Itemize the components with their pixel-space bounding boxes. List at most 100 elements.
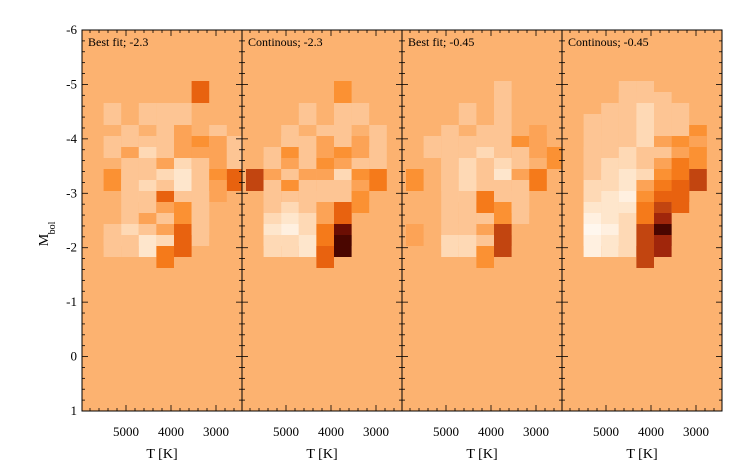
- heatmap-cell: [369, 125, 387, 147]
- heatmap-cell: [156, 136, 174, 158]
- y-tick-label: -4: [66, 131, 77, 146]
- heatmap-cell: [351, 103, 370, 125]
- heatmap-cell: [226, 169, 245, 191]
- heatmap-cell: [138, 191, 157, 213]
- heatmap-cell: [121, 125, 139, 147]
- heatmap-cell: [494, 136, 512, 158]
- heatmap-cell: [369, 147, 387, 169]
- heatmap-cell: [529, 136, 547, 158]
- panel-title: Continous; -0.45: [568, 35, 649, 49]
- heatmap-cell: [281, 235, 299, 257]
- y-tick-label: 0: [71, 349, 78, 364]
- heatmap-cell: [654, 235, 672, 257]
- x-tick-label: 5000: [593, 424, 619, 439]
- heatmap-cell: [618, 235, 637, 257]
- heatmap-cell: [423, 136, 442, 158]
- heatmap-cell: [191, 81, 210, 103]
- heatmap-cell: [441, 180, 459, 202]
- y-axis: -6 -5 -4 -3 -2 -1 0 1: [66, 22, 77, 418]
- heatmap-cell: [494, 103, 512, 125]
- heatmap-cell: [476, 246, 494, 268]
- heatmap-cell: [121, 180, 139, 202]
- panel-1: Best fit; -2.3: [81, 29, 245, 412]
- y-axis-title: M: [37, 233, 52, 246]
- heatmap-cell: [121, 235, 139, 257]
- heatmap-cell: [334, 81, 352, 103]
- x-axes: 5000 4000 3000 T [K] 5000 4000 3000 T [K] 5000 40…: [113, 424, 709, 462]
- panels-group: Best fit; -2.3 Continous; -2.3 Best fit; -…: [81, 29, 723, 412]
- x-tick-label: 5000: [433, 424, 459, 439]
- heatmap-cell: [351, 136, 370, 158]
- heatmap-cell: [209, 180, 227, 202]
- x-tick-label: 3000: [363, 424, 389, 439]
- heatmap-cell: [583, 114, 602, 136]
- panel-title: Continous; -2.3: [248, 35, 323, 49]
- y-axis-title-subscript: bol: [47, 221, 58, 234]
- heatmap-cell: [458, 235, 477, 257]
- heatmap-cell: [156, 246, 174, 268]
- x-axis-title: T [K]: [306, 447, 337, 462]
- heatmap-cell: [476, 169, 494, 191]
- heatmap-cell: [689, 169, 707, 191]
- heatmap-cell: [546, 147, 565, 169]
- heatmap-cell: [441, 235, 459, 257]
- heatmap-cell: [494, 180, 512, 202]
- heatmap-cell: [138, 235, 157, 257]
- heatmap-cell: [121, 202, 139, 224]
- heatmap-cell: [601, 235, 619, 257]
- heatmap-cell: [103, 235, 122, 257]
- heatmap-cell: [494, 235, 512, 257]
- heatmap-cell: [406, 169, 424, 191]
- heatmap-cell: [476, 191, 494, 213]
- heatmap-cell: [458, 103, 477, 125]
- heatmap-cell: [103, 136, 122, 158]
- heatmap-cell: [334, 103, 352, 125]
- heatmap-cell: [671, 103, 690, 125]
- heatmap-cell: [671, 191, 690, 213]
- y-tick-label: -1: [66, 294, 77, 309]
- heatmap-cell: [298, 103, 317, 125]
- panel-title: Best fit; -0.45: [408, 35, 474, 49]
- x-tick-label: 3000: [203, 424, 229, 439]
- heatmap-cell: [689, 147, 707, 169]
- x-tick-label: 4000: [318, 424, 344, 439]
- heatmap-cell: [406, 224, 424, 246]
- heatmap-cell: [103, 169, 122, 191]
- x-tick-label: 5000: [273, 424, 299, 439]
- y-tick-label: 1: [71, 403, 78, 418]
- panel-3: Best fit; -0.45: [401, 29, 565, 412]
- heatmap-cell: [138, 103, 157, 125]
- x-tick-label: 4000: [158, 424, 184, 439]
- heatmap-cell: [209, 147, 227, 169]
- heatmap-cell: [511, 202, 530, 224]
- panel-title: Best fit; -2.3: [88, 35, 148, 49]
- panel-2: Continous; -2.3: [241, 29, 403, 412]
- heatmap-cell: [174, 169, 192, 191]
- x-axis-title: T [K]: [466, 447, 497, 462]
- heatmap-cell: [494, 81, 512, 103]
- panel-4: Continous; -0.45: [561, 29, 723, 412]
- heatmap-cell: [511, 147, 530, 169]
- heatmap-cell: [583, 235, 602, 257]
- heatmap-cell: [441, 125, 459, 147]
- heatmap-cell: [263, 235, 282, 257]
- heatmap-cell: [174, 235, 192, 257]
- x-axis-title: T [K]: [626, 447, 657, 462]
- x-tick-label: 3000: [523, 424, 549, 439]
- y-tick-label: -2: [66, 240, 77, 255]
- heatmap-cell: [601, 103, 619, 125]
- x-tick-label: 4000: [638, 424, 664, 439]
- heatmap-cell: [226, 147, 245, 169]
- heatmap-cell: [458, 191, 477, 213]
- x-tick-label: 4000: [478, 424, 504, 439]
- heatmap-cell: [246, 169, 264, 191]
- x-axis-title: T [K]: [146, 447, 177, 462]
- heatmap-cell: [636, 246, 654, 268]
- x-tick-label: 3000: [683, 424, 709, 439]
- x-tick-label: 5000: [113, 424, 139, 439]
- heatmap-cell: [529, 169, 547, 191]
- y-tick-label: -3: [66, 185, 77, 200]
- heatmap-cell: [369, 169, 387, 191]
- heatmap-cell: [103, 103, 122, 125]
